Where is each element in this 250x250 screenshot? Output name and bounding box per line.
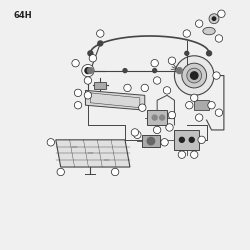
Circle shape (74, 89, 82, 96)
Bar (147, 110, 167, 125)
Circle shape (176, 68, 182, 73)
Circle shape (186, 102, 193, 109)
Circle shape (166, 124, 173, 131)
Circle shape (198, 136, 205, 143)
Circle shape (112, 168, 119, 176)
Circle shape (215, 109, 223, 116)
Circle shape (88, 51, 93, 56)
Circle shape (154, 77, 161, 84)
Circle shape (187, 68, 202, 83)
Circle shape (161, 138, 168, 146)
Bar (94, 82, 106, 89)
Circle shape (123, 69, 127, 72)
Circle shape (180, 137, 184, 142)
Circle shape (189, 137, 194, 142)
Circle shape (183, 30, 190, 37)
Bar (194, 100, 209, 110)
Circle shape (168, 57, 176, 64)
Circle shape (174, 56, 214, 95)
Circle shape (141, 84, 148, 92)
Circle shape (124, 84, 131, 92)
Circle shape (209, 14, 219, 24)
Circle shape (96, 30, 104, 37)
Circle shape (168, 112, 176, 119)
Circle shape (138, 104, 146, 112)
Circle shape (85, 68, 91, 73)
Polygon shape (86, 90, 145, 110)
Circle shape (215, 35, 223, 42)
Circle shape (151, 60, 158, 67)
Circle shape (131, 129, 138, 136)
Circle shape (185, 51, 189, 55)
Circle shape (147, 137, 155, 145)
Circle shape (84, 77, 92, 84)
Circle shape (88, 68, 93, 73)
Circle shape (182, 63, 206, 88)
Circle shape (74, 102, 82, 109)
Ellipse shape (203, 27, 215, 35)
Circle shape (152, 115, 157, 120)
Circle shape (84, 92, 92, 99)
Circle shape (190, 72, 198, 79)
Circle shape (153, 69, 157, 72)
Circle shape (196, 20, 203, 27)
Circle shape (196, 114, 203, 121)
Bar (142, 135, 160, 147)
Circle shape (82, 64, 94, 77)
Text: 64H: 64H (14, 11, 32, 20)
Circle shape (134, 131, 141, 138)
Circle shape (89, 54, 96, 62)
Circle shape (154, 126, 161, 134)
Circle shape (160, 115, 164, 120)
Circle shape (212, 17, 216, 20)
Circle shape (213, 72, 220, 79)
Circle shape (190, 151, 198, 158)
Circle shape (57, 168, 64, 176)
Circle shape (206, 51, 212, 56)
Circle shape (178, 151, 186, 158)
Circle shape (163, 87, 171, 94)
Circle shape (98, 41, 103, 46)
Polygon shape (56, 140, 130, 167)
Circle shape (72, 60, 79, 67)
Circle shape (218, 10, 225, 18)
Bar (174, 130, 199, 150)
Circle shape (47, 138, 54, 146)
Circle shape (190, 94, 198, 102)
Circle shape (208, 102, 215, 109)
